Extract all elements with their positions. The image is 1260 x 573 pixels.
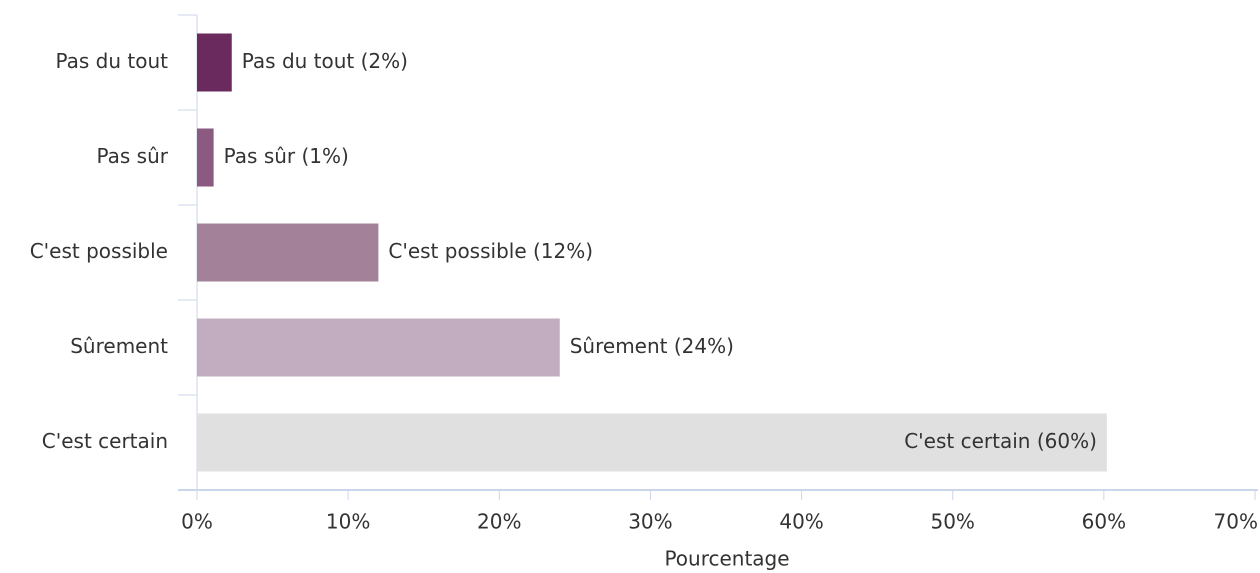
y-tick-label: Pas du tout (55, 49, 168, 73)
x-tick-label: 40% (779, 510, 823, 534)
data-label: C'est certain (60%) (904, 429, 1097, 453)
data-label: Pas sûr (1%) (224, 144, 349, 168)
data-label: Sûrement (24%) (570, 334, 734, 358)
y-tick-label: Pas sûr (96, 144, 168, 168)
data-label: Pas du tout (2%) (242, 49, 408, 73)
x-tick-label: 50% (930, 510, 974, 534)
data-label: C'est possible (12%) (388, 239, 593, 263)
x-tick-label: 60% (1082, 510, 1126, 534)
x-tick-label: 30% (628, 510, 672, 534)
x-tick-label: 10% (326, 510, 370, 534)
y-tick-label: C'est certain (42, 429, 168, 453)
x-axis-title: Pourcentage (664, 547, 789, 571)
bar (197, 413, 1107, 472)
bar (197, 223, 379, 282)
bar (197, 128, 214, 187)
x-tick-label: 70% (1214, 510, 1258, 534)
y-tick-label: C'est possible (30, 239, 168, 263)
x-tick-label: 20% (477, 510, 521, 534)
x-tick-label: 0% (181, 510, 213, 534)
bar (197, 318, 560, 377)
bar (197, 33, 232, 92)
y-tick-label: Sûrement (70, 334, 168, 358)
